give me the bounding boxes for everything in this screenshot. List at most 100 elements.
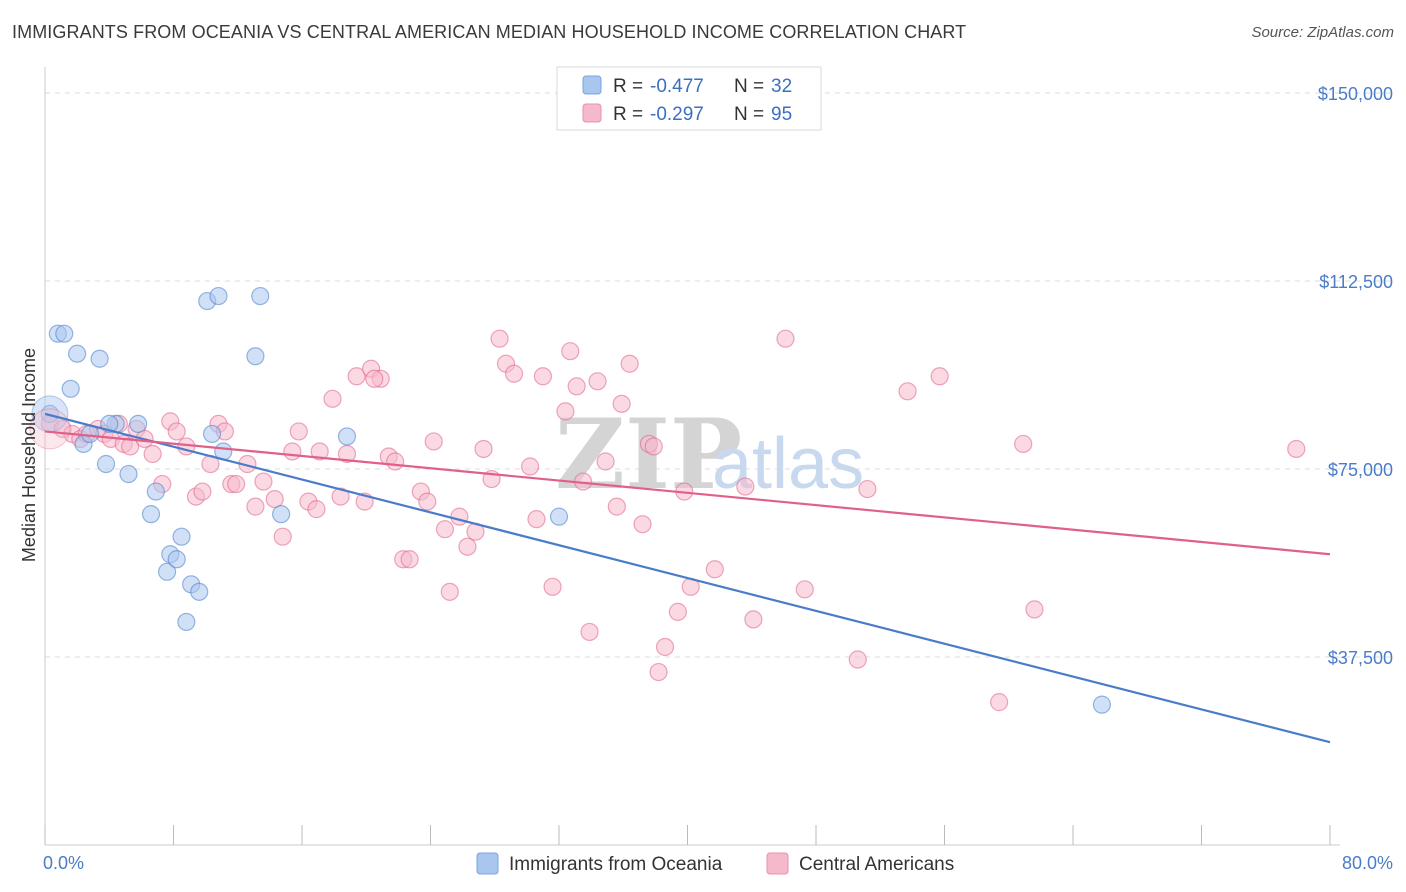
legend: R = -0.477 N = 32 R = -0.297 N = 95: [556, 66, 822, 131]
point-oceania: [1092, 695, 1112, 714]
point-oceania: [272, 505, 291, 524]
point-central-american: [310, 442, 329, 461]
point-central-american: [283, 442, 302, 461]
watermark-zip: ZIP: [555, 398, 742, 511]
point-central-american: [898, 382, 917, 401]
point-central-american: [1287, 439, 1306, 459]
point-central-american: [1014, 434, 1033, 454]
legend-n-value: 95: [771, 104, 792, 125]
point-central-american: [386, 452, 405, 471]
point-oceania: [549, 507, 569, 526]
point-central-american: [580, 622, 599, 642]
point-central-american: [121, 437, 140, 456]
point-central-american: [744, 610, 763, 629]
point-oceania: [337, 427, 357, 446]
point-central-american: [633, 515, 652, 534]
point-oceania: [202, 424, 222, 444]
legend-r-value: -0.477: [650, 76, 704, 97]
point-central-american: [504, 364, 524, 383]
watermark-atlas: atlas: [712, 424, 864, 504]
legend-swatch-oceania: [582, 75, 602, 95]
point-central-american: [474, 439, 493, 459]
trend-lines: [44, 412, 1331, 744]
trend-line-oceania: [44, 412, 1331, 744]
point-central-american: [527, 510, 546, 529]
bottom-legend-label-central: Central Americans: [799, 854, 954, 875]
point-central-american: [418, 492, 437, 511]
point-central-american: [588, 372, 607, 391]
point-central-american: [930, 367, 949, 386]
x-tick-label: 80.0%: [1342, 853, 1393, 873]
point-central-american: [858, 479, 877, 499]
point-oceania: [96, 454, 116, 474]
y-tick-labels: $37,500 $75,000 $112,500 $150,000: [1318, 84, 1393, 668]
point-central-american: [400, 550, 419, 569]
point-central-american: [273, 527, 292, 546]
legend-swatch-central: [582, 103, 602, 123]
point-oceania: [172, 527, 191, 546]
point-central-american: [776, 329, 795, 348]
point-central-american: [193, 482, 212, 501]
point-oceania: [251, 286, 270, 306]
point-oceania: [190, 582, 209, 601]
point-central-american: [365, 369, 384, 388]
data-points: [29, 286, 1306, 714]
point-central-american-large: [29, 408, 71, 450]
point-central-american: [424, 432, 443, 451]
point-central-american: [289, 422, 308, 441]
point-central-american: [167, 422, 186, 441]
point-central-american: [533, 367, 553, 386]
point-central-american: [440, 582, 459, 601]
point-central-american: [450, 507, 469, 526]
point-central-american: [490, 329, 509, 348]
point-oceania: [141, 505, 161, 524]
point-central-american: [347, 367, 366, 386]
point-central-american: [254, 472, 273, 491]
point-central-american: [435, 520, 455, 539]
point-central-american: [331, 487, 350, 506]
x-tick-labels: 0.0% 80.0%: [43, 853, 1393, 873]
legend-r-value: -0.297: [650, 104, 704, 125]
bottom-legend: Immigrants from Oceania Central American…: [476, 852, 954, 875]
point-central-american: [795, 580, 814, 599]
point-central-american: [655, 637, 675, 657]
point-oceania: [90, 349, 109, 368]
y-tick-label: $75,000: [1328, 460, 1393, 480]
point-central-american: [520, 457, 540, 476]
grid-lines: [45, 92, 1390, 658]
point-central-american: [307, 500, 326, 519]
legend-n-value: 32: [771, 76, 792, 97]
legend-n-label: N =: [734, 104, 764, 125]
point-oceania: [209, 286, 228, 306]
legend-r-label: R =: [613, 104, 643, 125]
point-central-american: [556, 402, 575, 421]
point-central-american: [246, 497, 265, 516]
legend-n-label: N =: [734, 76, 764, 97]
y-tick-label: $150,000: [1318, 84, 1393, 104]
point-central-american: [561, 342, 580, 361]
x-tick-label: 0.0%: [43, 853, 84, 873]
point-central-american: [705, 560, 724, 579]
point-central-american: [644, 437, 663, 456]
trend-line-central-american: [44, 430, 1331, 556]
point-central-american: [848, 650, 867, 669]
point-central-american: [596, 452, 615, 471]
point-central-american: [458, 537, 477, 556]
point-oceania: [68, 344, 87, 363]
point-central-american: [612, 394, 631, 413]
bottom-legend-label-oceania: Immigrants from Oceania: [509, 854, 723, 875]
point-oceania: [119, 464, 138, 484]
bottom-legend-swatch-oceania: [476, 852, 499, 875]
point-central-american: [736, 477, 755, 496]
point-oceania: [167, 550, 186, 569]
point-central-american: [567, 377, 586, 396]
chart-title: IMMIGRANTS FROM OCEANIA VS CENTRAL AMERI…: [12, 22, 967, 42]
bottom-legend-swatch-central: [766, 852, 789, 875]
point-central-american: [143, 444, 162, 464]
point-oceania: [146, 482, 165, 501]
point-oceania: [40, 404, 59, 423]
point-oceania: [61, 379, 80, 398]
point-oceania: [246, 347, 265, 366]
point-central-american: [543, 577, 562, 596]
